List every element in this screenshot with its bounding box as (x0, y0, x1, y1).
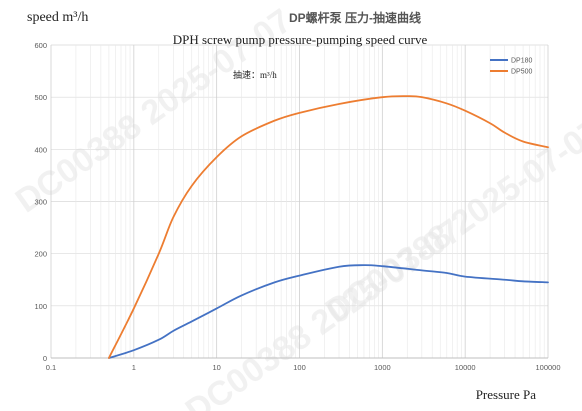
y-tick-label: 600 (34, 41, 47, 50)
series-line-dp500 (108, 95, 549, 359)
series-line-dp180 (108, 264, 549, 359)
y-tick-label: 0 (43, 354, 47, 363)
chart-axes: 0 100 200 300 400 500 600 0.1 1 10 100 1000 10000 100… (34, 41, 560, 372)
x-axis-label: Pressure Pa (476, 387, 537, 402)
y-tick-label: 500 (34, 93, 47, 102)
x-tick-label: 100 (293, 363, 306, 372)
x-tick-label: 100000 (535, 363, 560, 372)
chart-legend: DP180 DP500 (490, 58, 533, 76)
y-tick-label: 300 (34, 198, 47, 207)
x-tick-label: 1 (132, 363, 136, 372)
x-tick-label: 10 (212, 363, 220, 372)
watermark-text: DC00388 2025-07-07 (319, 112, 582, 331)
chart-annotation: 抽速：m³/h (233, 69, 277, 80)
x-tick-label: 1000 (374, 363, 391, 372)
chart-grid (50, 44, 549, 359)
y-axis-label: speed m³/h (27, 10, 88, 25)
chart-subtitle: DPH screw pump pressure-pumping speed cu… (173, 32, 428, 47)
chart-series (108, 95, 549, 359)
y-tick-label: 100 (34, 302, 47, 311)
x-tick-label: 0.1 (46, 363, 56, 372)
chart-title: DP螺杆泵 压力-抽速曲线 (289, 10, 421, 25)
legend-label: DP500 (511, 69, 533, 76)
legend-label: DP180 (511, 58, 533, 65)
y-tick-label: 200 (34, 250, 47, 259)
y-tick-label: 400 (34, 145, 47, 154)
x-tick-label: 10000 (455, 363, 476, 372)
